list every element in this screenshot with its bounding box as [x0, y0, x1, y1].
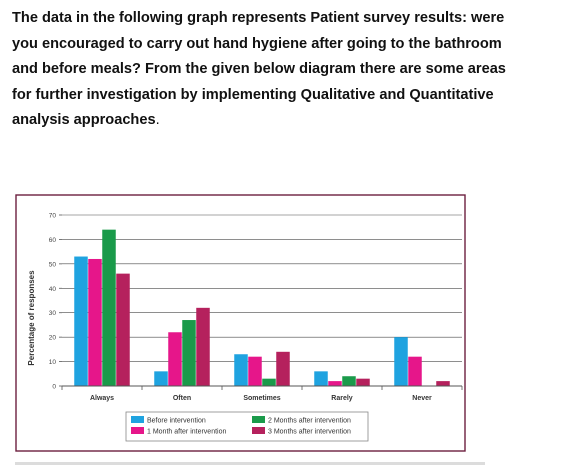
- bar-rarely-series-4: [356, 378, 370, 386]
- y-tick-label: 0: [52, 384, 56, 391]
- y-tick-label: 40: [49, 286, 57, 293]
- x-tick-label: Always: [90, 395, 114, 402]
- bar-always-series-4: [116, 273, 130, 386]
- bar-often-series-1: [154, 371, 168, 386]
- bar-sometimes-series-3: [262, 378, 276, 386]
- bar-often-series-3: [182, 320, 196, 386]
- question-line-3: and before meals? From the given below d…: [12, 61, 506, 77]
- y-tick-label: 20: [49, 335, 57, 342]
- x-tick-label: Rarely: [331, 395, 353, 402]
- x-tick-label: Often: [173, 395, 191, 402]
- legend: Before intervention 1 Month after interve…: [125, 411, 369, 442]
- question-period: .: [155, 112, 160, 128]
- bar-sometimes-series-4: [276, 351, 290, 386]
- legend-swatch: [131, 427, 144, 434]
- bar-never-series-1: [394, 337, 408, 386]
- x-tick-labels: Always Often Sometimes Rarely Never: [61, 386, 463, 402]
- legend-label: Before intervention: [147, 418, 206, 425]
- bar-sometimes-series-1: [234, 354, 248, 386]
- bar-never-series-2: [408, 356, 422, 386]
- question-text: The data in the following graph represen…: [12, 6, 564, 134]
- bar-always-series-2: [88, 258, 102, 386]
- bar-always-series-1: [74, 256, 88, 386]
- y-tick-labels: 0 10 20 30 40 50 60 70: [49, 213, 57, 391]
- bar-sometimes-series-2: [248, 356, 262, 386]
- x-tick-label: Never: [412, 395, 432, 402]
- x-tick-label: Sometimes: [243, 395, 280, 402]
- question-line-2: you encouraged to carry out hand hygiene…: [12, 35, 502, 52]
- question-line-4: for further investigation by implementin…: [12, 86, 494, 103]
- y-tick-label: 30: [49, 310, 57, 317]
- bar-never-series-4: [436, 381, 450, 386]
- question-line-5: analysis approaches.: [12, 108, 564, 134]
- bar-rarely-series-3: [342, 376, 356, 386]
- y-tick-label: 60: [49, 237, 57, 244]
- y-tick-label: 10: [49, 359, 57, 366]
- legend-label: 2 Months after intervention: [268, 418, 351, 425]
- legend-swatch: [131, 416, 144, 423]
- chart-container: 0 10 20 30 40 50 60 70 Percentage of responses …: [15, 194, 485, 458]
- bar-rarely-series-1: [314, 371, 328, 386]
- bottom-divider: [15, 462, 485, 465]
- bar-often-series-4: [196, 307, 210, 386]
- legend-label: 1 Month after intervention: [147, 429, 226, 436]
- bar-rarely-series-2: [328, 381, 342, 386]
- y-axis-label: Percentage of responses: [27, 270, 36, 366]
- legend-label: 3 Months after intervention: [268, 429, 351, 436]
- y-tick-label: 70: [49, 213, 57, 220]
- y-tick-label: 50: [49, 261, 57, 268]
- legend-box: [125, 411, 369, 442]
- legend-swatch: [252, 427, 265, 434]
- bar-always-series-3: [102, 229, 116, 386]
- legend-swatch: [252, 416, 265, 423]
- question-line-1: The data in the following graph represen…: [12, 10, 505, 26]
- bar-often-series-2: [168, 332, 182, 386]
- question-line-5-text: analysis approaches: [12, 112, 156, 128]
- bars: [74, 229, 450, 386]
